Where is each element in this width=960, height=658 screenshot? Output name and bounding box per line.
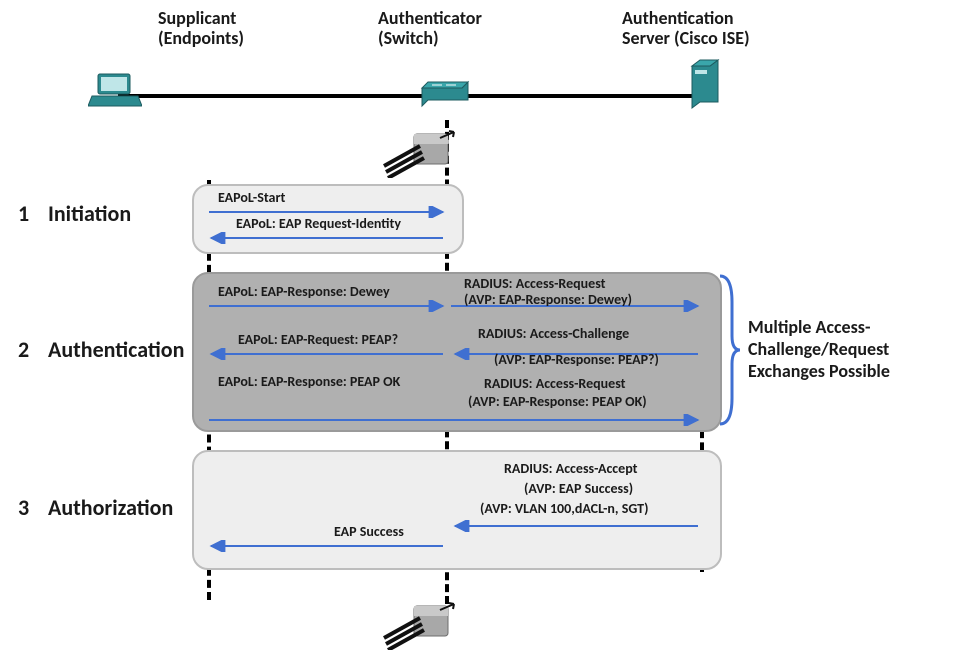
- msg-radius-req-peapok-avp: (AVP: EAP-Response: PEAP OK): [468, 393, 647, 410]
- switchport-icon: [380, 128, 458, 178]
- msg-radius-req-peapok: RADIUS: Access-Request: [484, 375, 626, 392]
- msg-eap-resp-peapok: EAPoL: EAP-Response: PEAP OK: [218, 373, 400, 390]
- arrow-eap-success: [207, 540, 447, 552]
- arrow-peap-ok: [207, 414, 702, 426]
- arrow-eap-req-identity: [207, 232, 447, 244]
- annotation-l2: Challenge/Request: [748, 338, 889, 361]
- supplicant-title-l2: (Endpoints): [158, 28, 244, 50]
- msg-radius-challenge-avp: (AVP: EAP-Response: PEAP?): [494, 351, 659, 368]
- msg-radius-accept: RADIUS: Access-Accept: [504, 460, 638, 477]
- phase-2-label: Authentication: [48, 336, 184, 363]
- msg-radius-accept-avp2: (AVP: VLAN 100,dACL-n, SGT): [480, 500, 648, 517]
- msg-radius-accept-avp1: (AVP: EAP Success): [524, 480, 633, 497]
- msg-eap-req-peap: EAPoL: EAP-Request: PEAP?: [238, 331, 398, 348]
- server-title-l2: Server (Cisco ISE): [622, 28, 750, 50]
- switchport-icon: [380, 600, 458, 650]
- network-link-line: [118, 94, 700, 98]
- msg-eapol-start: EAPoL-Start: [218, 189, 285, 206]
- msg-radius-challenge: RADIUS: Access-Challenge: [478, 325, 629, 342]
- msg-eap-success: EAP Success: [334, 523, 404, 540]
- brace-icon: [718, 272, 742, 428]
- msg-radius-req-dewey-avp: (AVP: EAP-Response: Dewey): [464, 291, 632, 308]
- phase-3-label: Authorization: [48, 494, 173, 521]
- phase-1-label: Initiation: [48, 200, 131, 227]
- laptop-icon: [88, 72, 142, 110]
- phase-1-number: 1: [18, 200, 29, 227]
- msg-eap-resp-dewey-left: EAPoL: EAP-Response: Dewey: [218, 283, 390, 300]
- msg-eap-req-identity: EAPoL: EAP Request-Identity: [236, 215, 401, 232]
- authenticator-title-l2: (Switch): [378, 28, 439, 50]
- server-icon: [690, 58, 720, 112]
- switch-icon: [418, 80, 472, 110]
- annotation-l1: Multiple Access-: [748, 316, 870, 339]
- msg-radius-req-dewey: RADIUS: Access-Request: [464, 275, 606, 292]
- arrow-accept: [207, 520, 702, 532]
- phase-2-number: 2: [18, 336, 29, 363]
- phase-3-number: 3: [18, 494, 29, 521]
- annotation-l3: Exchanges Possible: [748, 360, 890, 383]
